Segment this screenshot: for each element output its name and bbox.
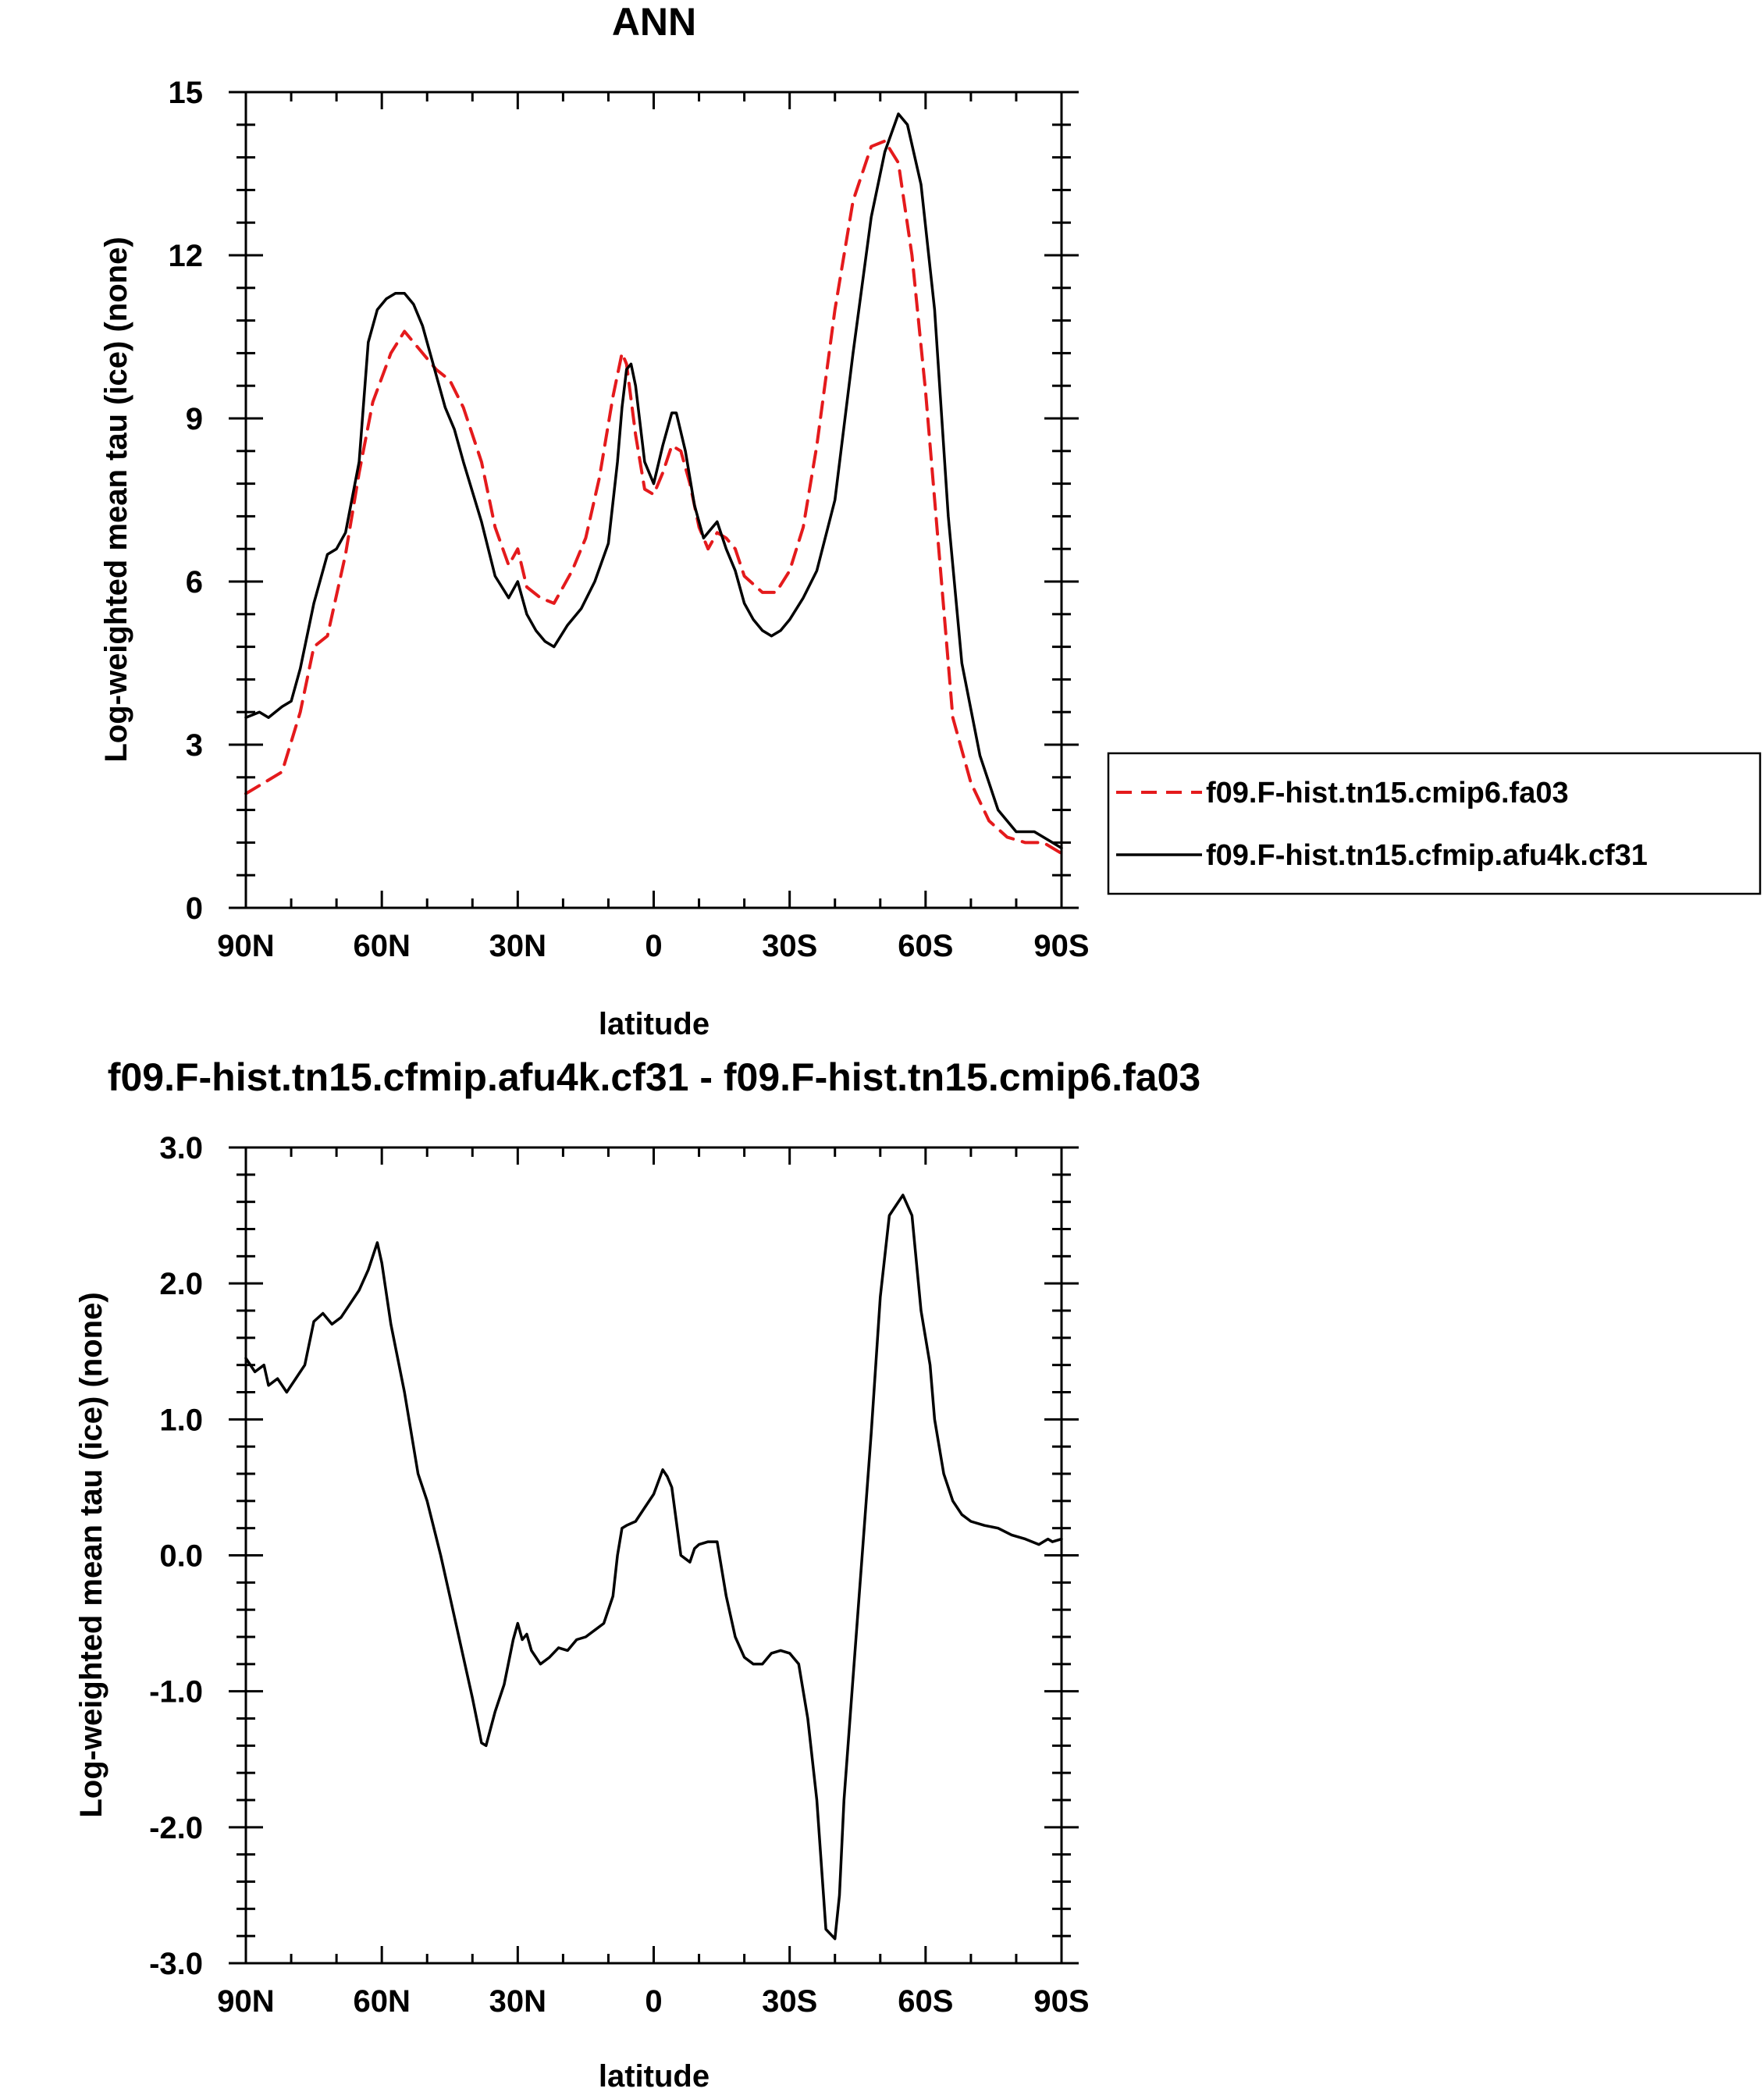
y-tick-label: 1.0 <box>159 1403 203 1437</box>
x-tick-label: 60S <box>898 929 953 963</box>
top-chart-title: ANN <box>612 0 696 44</box>
bottom-axis-ticks: 90N 60N 30N 0 30S 60S 90S -3.0 -2.0 -1.0 0.0 1.0 2.0… <box>149 1131 1090 2019</box>
top-plot-lines <box>244 112 1063 856</box>
y-tick-label: 3 <box>186 728 203 763</box>
y-tick-label: -1.0 <box>149 1675 203 1710</box>
legend-label-cfmip: f09.F-hist.tn15.cfmip.afu4k.cf31 <box>1206 839 1648 872</box>
legend-box <box>1107 752 1762 895</box>
y-tick-label: -3.0 <box>149 1947 203 1981</box>
y-tick-label: 0.0 <box>159 1539 203 1574</box>
bottom-x-axis-label: latitude <box>599 2059 710 2092</box>
series-line-1-0 <box>244 1194 1063 1941</box>
x-tick-label: 0 <box>645 1984 662 2019</box>
x-tick-label: 30N <box>489 1984 546 2019</box>
y-tick-label: 12 <box>169 239 204 273</box>
top-plot-frame <box>244 91 1063 909</box>
y-tick-label: 6 <box>186 565 203 599</box>
y-tick-label: 0 <box>186 891 203 926</box>
bottom-panel: f09.F-hist.tn15.cfmip.afu4k.cf31 - f09.F… <box>74 1055 1200 2092</box>
x-tick-label: 60N <box>353 929 410 963</box>
x-tick-label: 90N <box>217 929 274 963</box>
x-tick-label: 30S <box>762 929 817 963</box>
top-axis-ticks: 90N 60N 30N 0 30S 60S 90S 0 3 6 9 12 15 <box>169 76 1090 963</box>
y-tick-label: 15 <box>169 76 204 110</box>
legend-label-cmip6: f09.F-hist.tn15.cmip6.fa03 <box>1206 777 1569 809</box>
top-y-axis-label: Log-weighted mean tau (ice) (none) <box>99 237 133 762</box>
bottom-y-axis-label: Log-weighted mean tau (ice) (none) <box>74 1292 108 1817</box>
top-panel: ANN 90N 60N 30N 0 30S 60S 90S 0 3 6 9 12 15 latitude… <box>99 0 1762 1041</box>
y-tick-label: 9 <box>186 402 203 436</box>
x-tick-label: 30S <box>762 1984 817 2019</box>
y-tick-label: 2.0 <box>159 1267 203 1301</box>
x-tick-label: 90S <box>1033 1984 1089 2019</box>
x-tick-label: 90S <box>1033 929 1089 963</box>
series-line-0-1 <box>244 112 1063 850</box>
x-tick-label: 60N <box>353 1984 410 2019</box>
legend: f09.F-hist.tn15.cmip6.fa03 f09.F-hist.tn… <box>1107 752 1762 895</box>
y-tick-label: -2.0 <box>149 1811 203 1845</box>
bottom-plot-lines <box>244 1194 1063 1941</box>
x-tick-label: 60S <box>898 1984 953 2019</box>
x-tick-label: 30N <box>489 929 546 963</box>
top-x-axis-label: latitude <box>599 1007 710 1041</box>
series-line-0-0 <box>244 139 1063 856</box>
bottom-chart-title: f09.F-hist.tn15.cfmip.afu4k.cf31 - f09.F… <box>108 1055 1200 1099</box>
x-tick-label: 90N <box>217 1984 274 2019</box>
x-tick-label: 0 <box>645 929 662 963</box>
y-tick-label: 3.0 <box>159 1131 203 1165</box>
